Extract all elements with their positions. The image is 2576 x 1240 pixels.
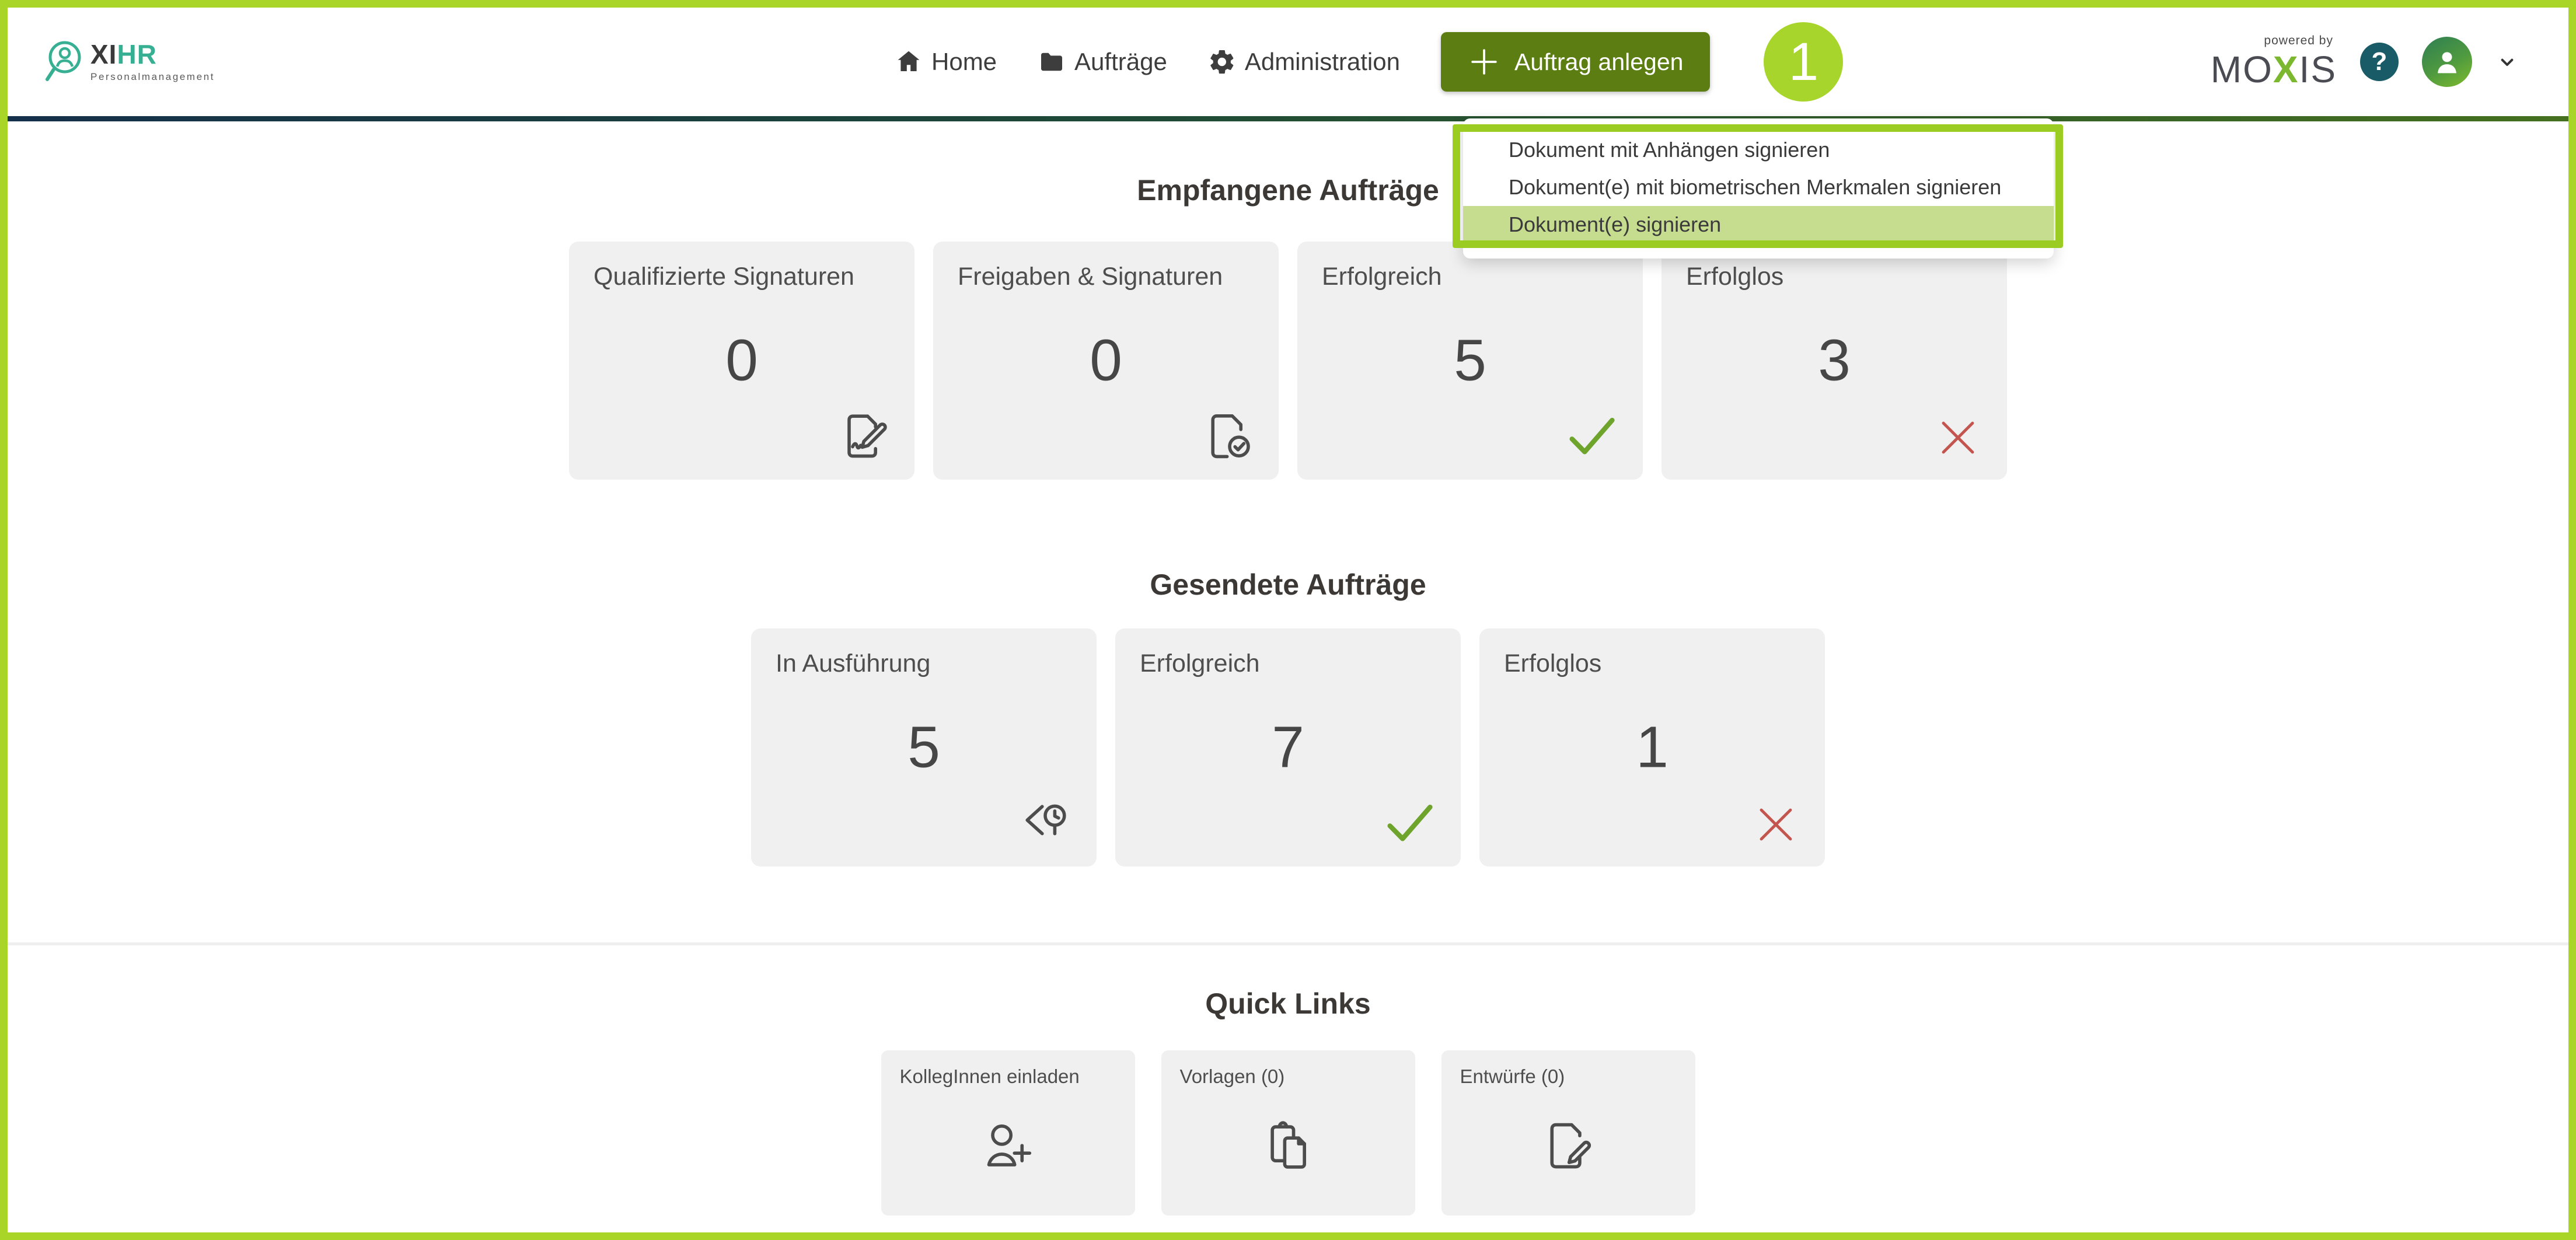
nav-label-administration: Administration [1244,48,1400,75]
card-value: 1 [1636,714,1669,780]
received-orders-title: Empfangene Aufträge [1137,174,1439,207]
card-in-progress[interactable]: In Ausführung 5 [751,628,1097,867]
card-title: Erfolgreich [1140,649,1260,677]
card-title: KollegInnen einladen [899,1066,1080,1087]
templates-icon [1258,1116,1318,1176]
logo-text-xi: XI [90,39,117,69]
person-icon [2430,45,2464,79]
check-icon [1380,793,1439,851]
header-divider [8,116,2568,121]
gear-icon [1208,48,1236,76]
card-value: 0 [1090,327,1122,393]
create-order-dropdown: Dokument mit Anhängen signieren Dokument… [1463,118,2054,259]
sent-orders-title: Gesendete Aufträge [1150,568,1426,601]
account-menu-chevron[interactable] [2495,50,2519,74]
card-value: 7 [1272,714,1304,780]
create-order-label: Auftrag anlegen [1514,48,1684,75]
header: XIHR Personalmanagement Home Aufträge [8,8,2568,116]
card-invite-colleagues[interactable]: KollegInnen einladen [881,1050,1135,1215]
menu-item-sign-documents[interactable]: Dokument(e) signieren [1463,206,2054,243]
signature-document-icon [836,408,892,464]
card-drafts[interactable]: Entwürfe (0) [1441,1050,1695,1215]
card-title: Erfolglos [1686,263,1784,291]
logo-text-hr: HR [117,39,157,69]
card-title: Freigaben & Signaturen [958,263,1223,291]
menu-item-biometric-sign[interactable]: Dokument(e) mit biometrischen Merkmalen … [1509,175,2002,199]
nav-item-auftraege[interactable]: Aufträge [1038,48,1167,76]
pending-send-icon [1018,795,1074,851]
brand-x: X [2273,48,2299,90]
card-received-unsuccessful[interactable]: Erfolglos 3 [1662,242,2007,480]
card-value: 3 [1818,327,1851,393]
card-value: 0 [725,327,758,393]
card-sent-unsuccessful[interactable]: Erfolglos 1 [1479,628,1825,867]
nav-item-administration[interactable]: Administration [1208,48,1400,76]
help-button[interactable]: ? [2360,43,2399,81]
brand-mo: MO [2210,48,2273,90]
card-received-successful[interactable]: Erfolgreich 5 [1297,242,1643,480]
section-divider [8,942,2568,945]
menu-item-document-with-attachments[interactable]: Dokument mit Anhängen signieren [1509,138,1830,162]
check-icon [1562,406,1621,464]
main-nav: Home Aufträge Administration [895,8,1844,116]
quick-links-row: KollegInnen einladen Vorlagen (0) [8,1050,2568,1215]
card-releases-signatures[interactable]: Freigaben & Signaturen 0 [933,242,1279,480]
card-value: 5 [907,714,940,780]
nav-item-home[interactable]: Home [895,48,997,76]
x-icon [1749,798,1803,851]
card-sent-successful[interactable]: Erfolgreich 7 [1115,628,1461,867]
create-order-button[interactable]: Auftrag anlegen [1440,32,1711,92]
x-icon [1931,411,1985,464]
chevron-down-icon [2495,50,2519,74]
nav-label-home: Home [931,48,997,75]
magnifier-person-icon [44,40,85,84]
card-title: In Ausführung [776,649,931,677]
annotation-step-badge: 1 [1764,22,1844,102]
powered-by-label: powered by [2264,34,2333,47]
card-title: Entwürfe (0) [1460,1066,1565,1087]
folder-icon [1038,48,1066,76]
dashboard: Empfangene Aufträge Qualifizierte Signat… [8,121,2568,1215]
quick-links-title: Quick Links [1205,987,1371,1020]
card-templates[interactable]: Vorlagen (0) [1161,1050,1415,1215]
plus-icon [1468,46,1500,78]
logo-subtitle: Personalmanagement [90,71,215,82]
home-icon [895,48,923,76]
received-orders-row: Qualifizierte Signaturen 0 Freigaben & S… [8,242,2568,480]
card-qualified-signatures[interactable]: Qualifizierte Signaturen 0 [569,242,914,480]
question-mark-icon: ? [2371,47,2387,76]
brand-is: IS [2299,48,2337,90]
moxis-brand-logo: powered by MOXIS [2211,33,2337,91]
app-logo[interactable]: XIHR Personalmanagement [44,40,215,84]
document-check-icon [1200,408,1256,464]
sent-orders-row: In Ausführung 5 Erfolgreich 7 Erfol [8,628,2568,867]
card-title: Vorlagen (0) [1179,1066,1285,1087]
nav-label-auftraege: Aufträge [1074,48,1167,75]
person-add-icon [978,1116,1038,1176]
card-title: Erfolgreich [1322,263,1442,291]
drafts-icon [1538,1116,1598,1176]
card-title: Qualifizierte Signaturen [594,263,854,291]
card-value: 5 [1454,327,1486,393]
card-title: Erfolglos [1504,649,1602,677]
header-right: powered by MOXIS ? [2211,33,2519,91]
user-avatar[interactable] [2422,37,2472,87]
